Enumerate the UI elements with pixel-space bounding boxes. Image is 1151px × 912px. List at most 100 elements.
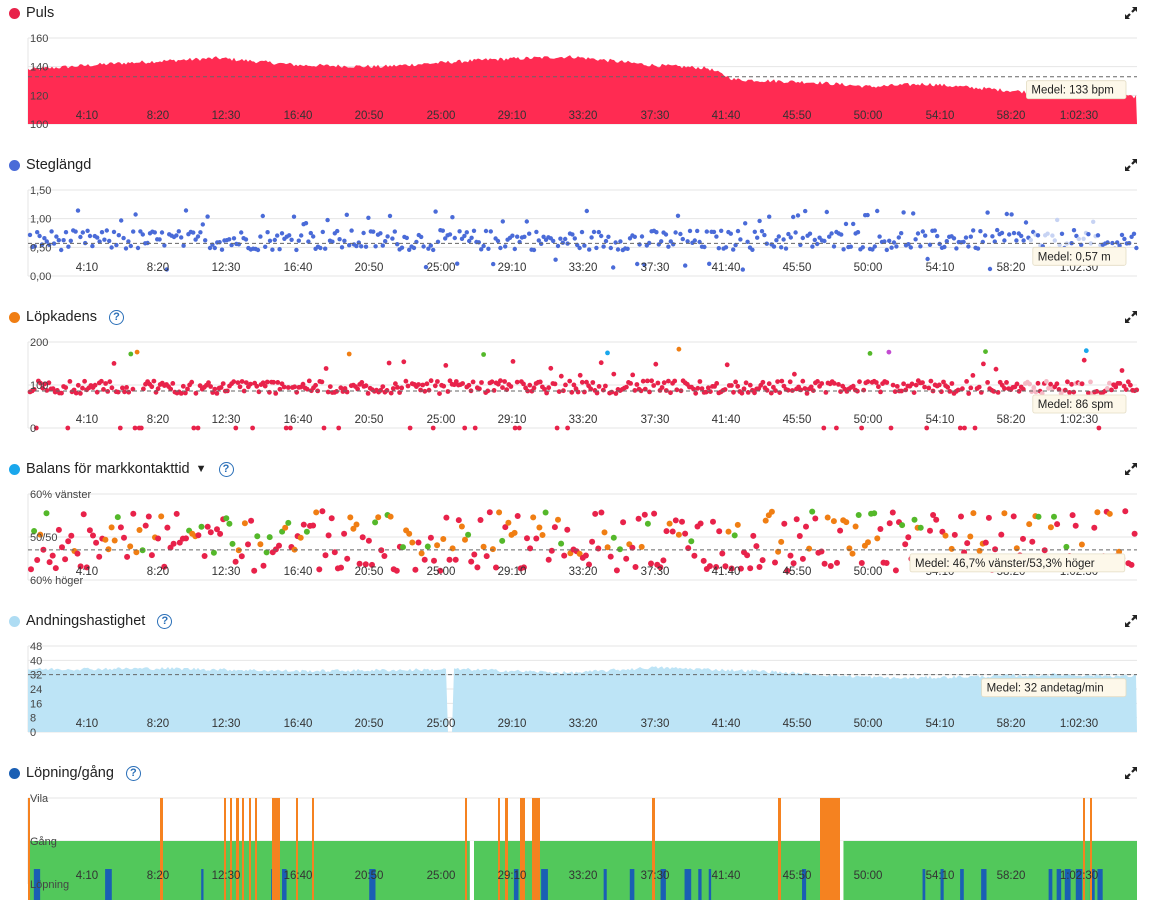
- step-length-point: [164, 267, 169, 272]
- step-length-point: [1019, 233, 1024, 239]
- rest-segment: [1083, 798, 1085, 900]
- step-length-point: [275, 233, 280, 238]
- balance-point: [561, 552, 568, 559]
- step-length-point: [1052, 238, 1058, 243]
- cadence-point: [775, 379, 780, 384]
- step-length-point: [875, 208, 880, 214]
- balance-point: [1078, 541, 1085, 548]
- balance-point: [1094, 509, 1101, 516]
- step-length-point: [356, 240, 361, 245]
- step-length-point: [745, 239, 750, 244]
- help-icon[interactable]: ?: [125, 765, 141, 781]
- chart-canvas[interactable]: 48 40 32 24 16 8 0 4:10 8:20 12:30 16:40 20:50 25:00…: [0, 632, 1151, 760]
- step-length-point: [423, 264, 429, 270]
- chart-canvas[interactable]: 200 100 0 4:10 8:20 12:30 16:40 20:50 25:00 29:10…: [0, 328, 1151, 456]
- balance-point: [697, 520, 704, 527]
- step-length-point: [524, 219, 529, 224]
- step-length-point: [1050, 233, 1055, 238]
- chart-canvas[interactable]: 1,50 1,00 0,50 0,00 4:10 8:20 12:30 16:40 20:50 2…: [0, 176, 1151, 304]
- step-length-point: [750, 247, 755, 252]
- chart-canvas[interactable]: Vila Gång Löpning 4:10 8:20 12:30 16:40 20:50 25…: [0, 784, 1151, 912]
- y-tick-label: 0,00: [30, 271, 51, 283]
- cadence-point: [243, 380, 249, 385]
- cadence-point: [437, 391, 442, 396]
- step-length-point: [925, 256, 930, 262]
- balance-point: [59, 544, 65, 551]
- balance-point: [533, 535, 540, 542]
- balance-point: [406, 530, 413, 537]
- step-length-point: [380, 243, 385, 248]
- balance-point: [55, 526, 62, 533]
- cadence-point: [502, 379, 507, 384]
- balance-point: [43, 510, 50, 517]
- step-length-point: [740, 267, 745, 272]
- average-label: Medel: 0,57 m: [1032, 246, 1127, 266]
- step-length-point: [378, 231, 383, 236]
- step-length-point: [728, 231, 733, 236]
- x-tick-label: 20:50: [355, 718, 384, 730]
- x-tick-label: 41:40: [712, 110, 741, 122]
- rest-segment: [652, 798, 655, 900]
- cadence-point: [653, 361, 659, 367]
- step-length-point: [695, 228, 700, 234]
- cadence-point: [886, 349, 892, 355]
- balance-point: [241, 520, 248, 527]
- legend-dot: [9, 767, 20, 779]
- y-tick-label: 1,50: [30, 185, 51, 197]
- balance-point: [105, 546, 112, 553]
- cadence-point: [170, 381, 176, 386]
- cadence-point: [1071, 389, 1077, 395]
- x-tick-label: 58:20: [997, 414, 1026, 426]
- step-length-point: [851, 221, 856, 227]
- expand-icon[interactable]: [1125, 463, 1137, 475]
- step-length-point: [887, 238, 892, 243]
- step-length-point: [786, 231, 791, 237]
- y-tick-label: 48: [30, 641, 42, 653]
- help-icon[interactable]: ?: [218, 461, 234, 477]
- step-length-point: [603, 238, 609, 244]
- step-length-point: [923, 233, 928, 238]
- cadence-point: [642, 386, 648, 392]
- balance-point: [325, 532, 332, 539]
- cadence-point: [285, 385, 291, 390]
- cadence-point: [1134, 387, 1140, 393]
- balance-point: [564, 526, 571, 533]
- cadence-point: [256, 389, 262, 395]
- dropdown-caret-icon[interactable]: ▼: [195, 463, 207, 475]
- cadence-point: [873, 380, 879, 385]
- expand-icon[interactable]: [1125, 159, 1137, 171]
- step-length-point: [702, 244, 707, 250]
- cadence-point: [336, 425, 342, 431]
- step-length-point: [803, 208, 808, 214]
- running-segment: [684, 869, 692, 900]
- chart-header: Puls: [9, 3, 54, 23]
- rest-segment: [249, 798, 251, 900]
- balance-point: [356, 560, 363, 567]
- cadence-point: [766, 381, 772, 387]
- step-length-point: [587, 247, 592, 252]
- cadence-point: [78, 391, 83, 396]
- balance-point: [586, 561, 592, 568]
- cadence-point: [924, 425, 930, 431]
- x-tick-label: 16:40: [284, 110, 313, 122]
- cadence-point: [82, 378, 87, 384]
- expand-icon[interactable]: [1125, 7, 1137, 19]
- expand-icon[interactable]: [1125, 767, 1137, 779]
- balance-point: [753, 543, 760, 550]
- cadence-point: [94, 389, 100, 395]
- balance-point: [710, 518, 716, 525]
- cadence-point: [212, 386, 218, 392]
- chart-canvas[interactable]: 160 140 120 100 4:10 8:20 12:30 16:40 20:50 25:00…: [0, 24, 1151, 152]
- step-length-point: [743, 221, 748, 226]
- expand-icon[interactable]: [1125, 311, 1137, 323]
- cadence-point: [262, 383, 268, 389]
- expand-icon[interactable]: [1125, 615, 1137, 627]
- cadence-point: [666, 378, 671, 384]
- help-icon[interactable]: ?: [157, 613, 173, 629]
- chart-title: Löpkadens: [26, 309, 97, 325]
- help-icon[interactable]: ?: [108, 309, 124, 325]
- rest-segment: [272, 798, 280, 900]
- cadence-point: [107, 379, 113, 385]
- step-length-point: [889, 245, 894, 250]
